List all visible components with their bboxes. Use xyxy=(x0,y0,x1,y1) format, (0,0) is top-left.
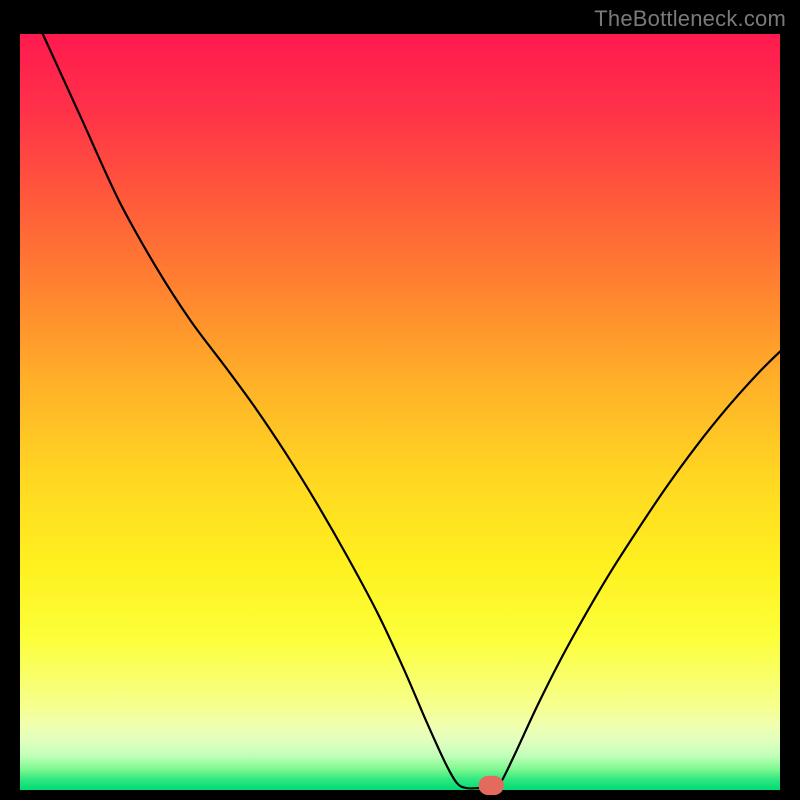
bottleneck-chart xyxy=(0,0,800,800)
optimal-point-marker xyxy=(479,776,503,794)
plot-background xyxy=(20,34,780,790)
chart-container: TheBottleneck.com xyxy=(0,0,800,800)
watermark-text: TheBottleneck.com xyxy=(594,6,786,32)
